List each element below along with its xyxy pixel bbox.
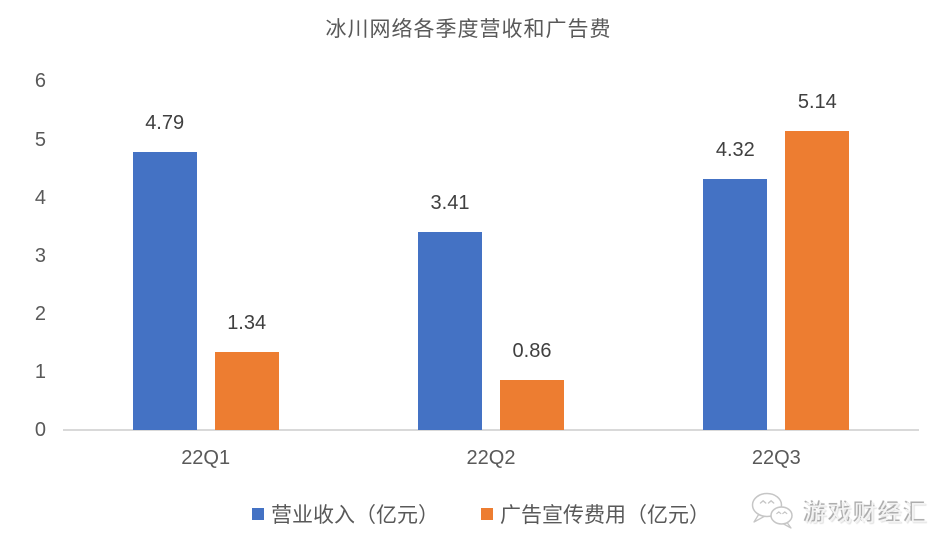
legend-swatch-revenue (252, 508, 264, 520)
data-label-s0-22Q3: 4.32 (715, 139, 755, 161)
legend-swatch-ad-expense (481, 508, 493, 520)
legend-label-ad-expense: 广告宣传费用（亿元） (500, 504, 710, 527)
legend-item-revenue: 营业收入（亿元） (252, 499, 439, 529)
y-tick-4: 4 (34, 186, 46, 209)
bar-s0-22Q3 (703, 179, 768, 430)
bar-s0-22Q2 (418, 231, 482, 430)
legend-label-revenue: 营业收入（亿元） (271, 504, 439, 527)
y-tick-0: 0 (34, 419, 46, 441)
bar-s1-22Q1 (214, 352, 279, 430)
bar-s1-22Q2 (500, 380, 564, 430)
data-label-s0-22Q2: 3.41 (430, 191, 470, 214)
y-tick-2: 2 (34, 302, 46, 325)
y-tick-5: 5 (34, 128, 46, 151)
bar-s0-22Q1 (132, 151, 197, 430)
x-tick-22Q1: 22Q1 (181, 447, 231, 469)
wechat-icon (751, 492, 793, 529)
y-tick-6: 6 (34, 70, 46, 93)
x-tick-22Q3: 22Q3 (751, 447, 801, 469)
chart-title: 冰川网络各季度营收和广告费 (325, 18, 612, 41)
watermark-text: 游戏财经汇 (804, 500, 929, 526)
x-tick-22Q2: 22Q2 (466, 447, 516, 469)
legend: 营业收入（亿元） 广告宣传费用（亿元） (25, 500, 937, 528)
data-label-s1-22Q1: 1.34 (227, 312, 267, 335)
legend-item-ad-expense: 广告宣传费用（亿元） (481, 499, 710, 529)
data-label-s1-22Q2: 0.86 (512, 340, 552, 363)
data-label-s0-22Q1: 4.79 (145, 111, 185, 134)
data-label-s1-22Q3: 5.14 (797, 91, 837, 114)
x-axis-line (63, 429, 919, 431)
y-tick-3: 3 (34, 244, 46, 267)
y-tick-1: 1 (34, 360, 46, 383)
watermark: 游戏财经汇 (750, 491, 929, 531)
bar-s1-22Q3 (785, 131, 850, 430)
